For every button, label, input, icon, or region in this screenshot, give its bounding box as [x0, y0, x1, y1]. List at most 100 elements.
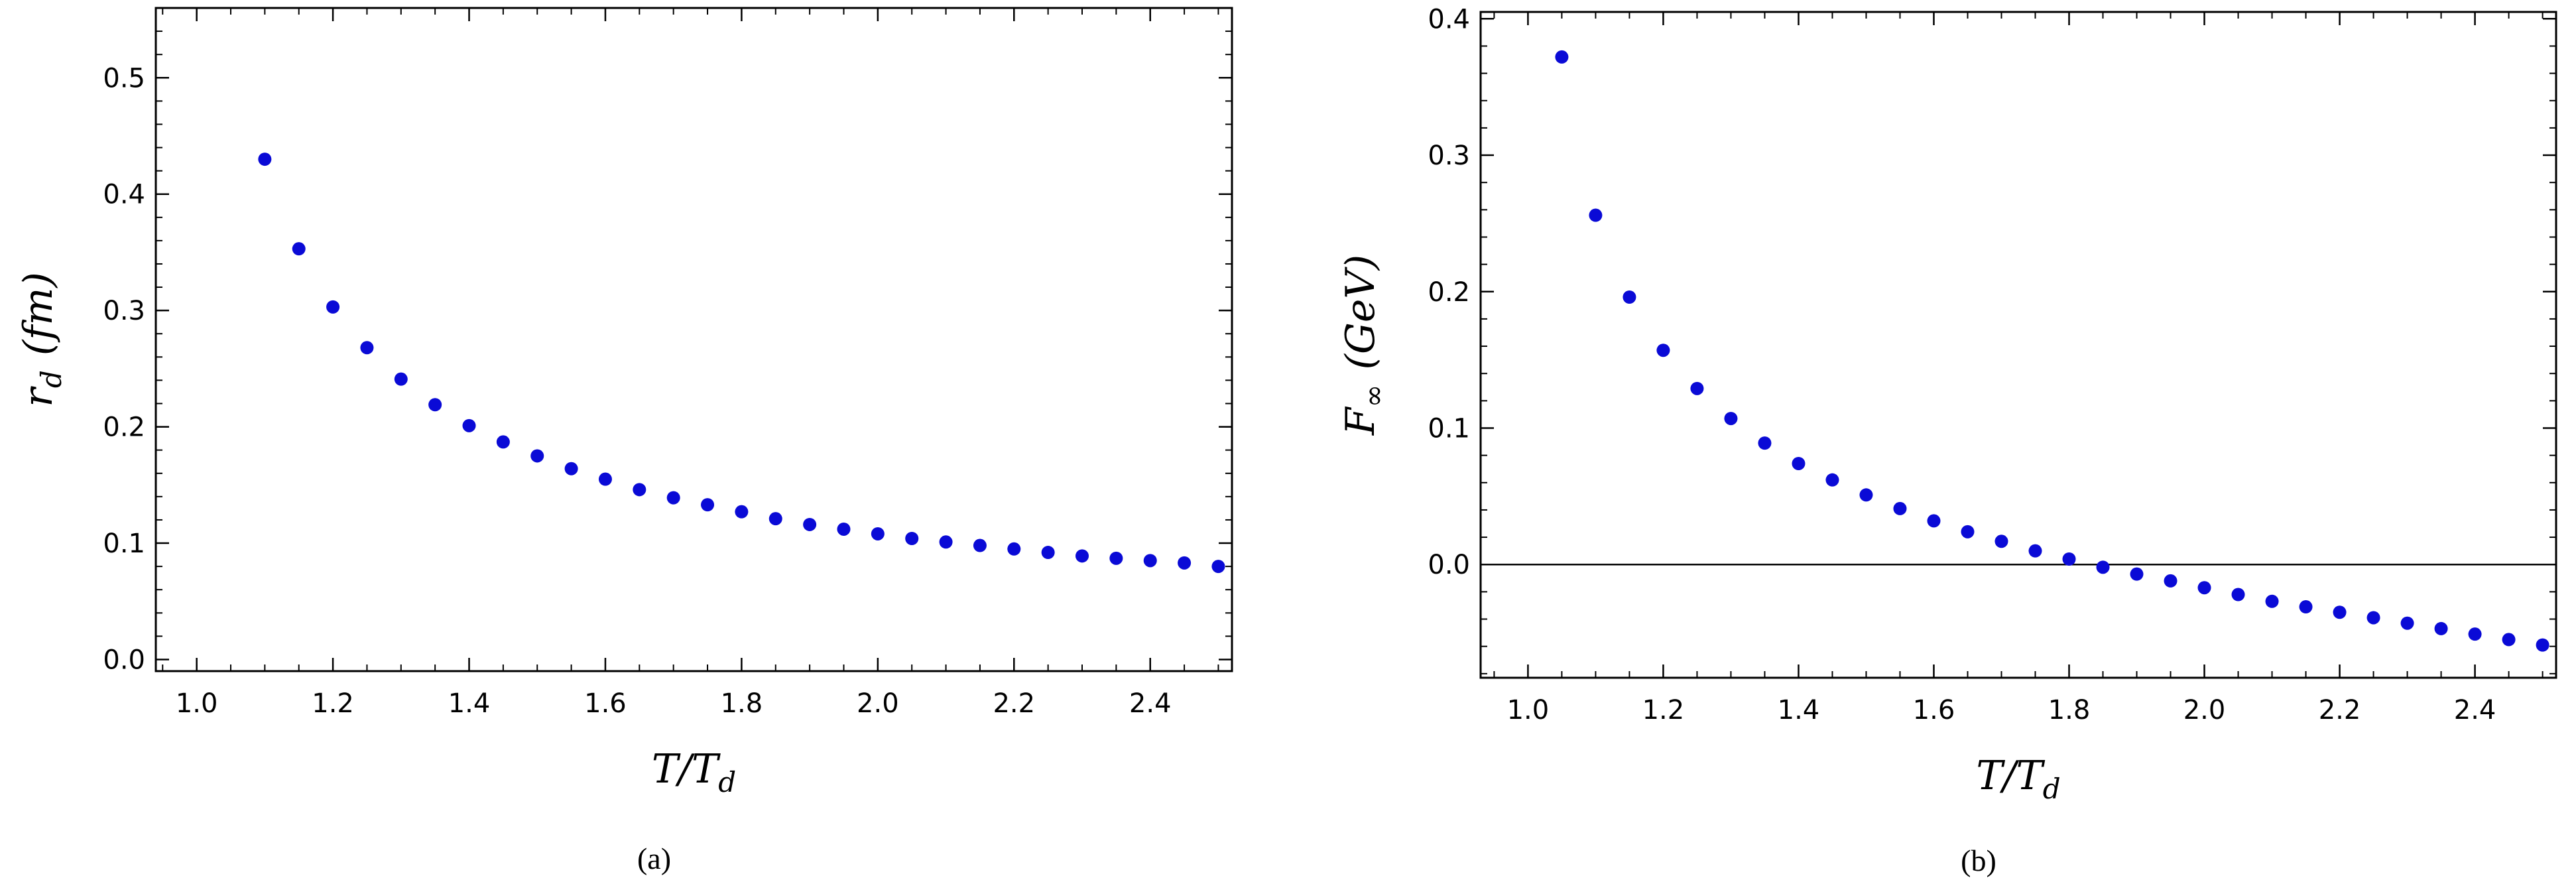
- data-point: [768, 512, 782, 526]
- y-tick-label: 0.0: [1428, 550, 1470, 580]
- y-axis-label: rd(fm): [15, 272, 68, 407]
- plot-frame: [1479, 11, 2557, 679]
- data-point: [837, 522, 851, 536]
- data-point: [701, 498, 715, 512]
- data-point: [394, 372, 408, 386]
- x-tick-label: 2.4: [1129, 688, 1172, 719]
- minor-ticks: [1481, 12, 2556, 678]
- data-point: [1656, 344, 1670, 357]
- minor-ticks: [156, 7, 1232, 671]
- data-point: [973, 538, 987, 552]
- x-tick-label: 1.6: [584, 688, 627, 719]
- data-point: [1211, 560, 1225, 574]
- data-point: [1143, 554, 1157, 568]
- x-tick-label: 1.2: [312, 688, 354, 719]
- x-tick-label: 2.2: [993, 688, 1035, 719]
- data-point: [803, 517, 817, 531]
- data-point: [871, 527, 885, 540]
- x-tick-label: 1.4: [1778, 695, 1820, 726]
- y-tick-label: 0.5: [103, 63, 145, 94]
- data-point: [905, 532, 919, 545]
- data-point: [2502, 633, 2516, 647]
- data-point: [2130, 567, 2144, 581]
- data-point: [2366, 611, 2380, 625]
- chart-panel-b: 1.0 1.2 1.4 1.6 1.8 2.0 2.2 2.4 0.0 0.1 0.2 0.3 0.4 T…: [1337, 4, 2557, 877]
- data-point: [1893, 501, 1907, 515]
- data-point: [462, 418, 476, 432]
- data-point: [428, 398, 442, 412]
- y-tick-label: 0.0: [103, 645, 145, 675]
- y-tick-label: 0.4: [103, 180, 145, 210]
- data-point: [2468, 627, 2482, 641]
- data-point: [1758, 436, 1772, 450]
- data-point: [564, 462, 578, 475]
- data-point: [939, 535, 953, 549]
- x-tick-label: 1.0: [176, 688, 218, 719]
- x-tick-label: 1.8: [2048, 695, 2091, 726]
- x-tick-label: 1.4: [448, 688, 491, 719]
- data-point: [326, 300, 340, 314]
- x-tick-label: 2.0: [857, 688, 899, 719]
- x-tick-label: 1.6: [1913, 695, 1955, 726]
- data-point: [598, 472, 612, 486]
- data-point: [1927, 514, 1941, 528]
- data-point: [2536, 638, 2549, 652]
- data-point: [496, 435, 510, 449]
- x-axis-label: T/Td: [1976, 753, 2060, 805]
- data-point: [1859, 488, 1873, 502]
- data-point: [1690, 381, 1704, 395]
- data-point: [1555, 50, 1569, 64]
- data-point: [1007, 542, 1021, 556]
- panel-caption: (b): [1961, 844, 1996, 877]
- data-point: [666, 491, 680, 505]
- y-tick-label: 0.1: [1428, 414, 1470, 444]
- data-series: [1555, 50, 2549, 652]
- data-point: [2265, 594, 2279, 608]
- data-point: [2434, 621, 2448, 635]
- x-tick-label: 2.2: [2319, 695, 2361, 726]
- data-point: [1792, 456, 1806, 470]
- data-point: [1994, 535, 2008, 548]
- x-tick-label: 2.0: [2183, 695, 2226, 726]
- data-point: [1075, 549, 1089, 563]
- data-series: [258, 153, 1225, 574]
- x-axis-label: T/Td: [652, 746, 736, 798]
- data-point: [360, 341, 374, 355]
- data-point: [2062, 552, 2076, 566]
- x-tick-label: 2.4: [2454, 695, 2496, 726]
- data-point: [2028, 544, 2042, 558]
- x-tick-label: 1.2: [1642, 695, 1685, 726]
- data-point: [2096, 560, 2110, 574]
- plot-frame: [154, 7, 1233, 672]
- data-point: [1178, 556, 1192, 570]
- data-point: [1961, 525, 1975, 538]
- data-point: [1589, 208, 1603, 222]
- data-point: [1109, 551, 1123, 565]
- y-tick-label: 0.4: [1428, 4, 1470, 34]
- data-point: [1724, 412, 1738, 426]
- data-point: [2333, 605, 2347, 619]
- x-tick-label: 1.8: [721, 688, 763, 719]
- y-tick-label: 0.2: [103, 412, 145, 443]
- y-tick-label: 0.2: [1428, 277, 1470, 308]
- data-point: [633, 483, 646, 497]
- y-axis-label: F∞(GeV): [1337, 255, 1390, 436]
- data-point: [258, 153, 272, 166]
- data-point: [1825, 473, 1839, 487]
- data-point: [2400, 616, 2414, 630]
- data-point: [735, 505, 749, 519]
- data-point: [2299, 600, 2313, 614]
- y-tick-label: 0.1: [103, 529, 145, 559]
- data-point: [2164, 574, 2177, 588]
- data-point: [1623, 290, 1636, 304]
- y-tick-label: 0.3: [103, 296, 145, 326]
- data-point: [292, 242, 306, 256]
- data-point: [2231, 588, 2245, 601]
- chart-panel-a: 1.0 1.2 1.4 1.6 1.8 2.0 2.2 2.4 0.0 0.1 0.2 0.3 0.4 0…: [15, 7, 1233, 875]
- data-point: [1041, 546, 1055, 560]
- data-point: [530, 449, 544, 463]
- panel-caption: (a): [637, 842, 671, 875]
- x-tick-label: 1.0: [1507, 695, 1550, 726]
- y-tick-label: 0.3: [1428, 141, 1470, 171]
